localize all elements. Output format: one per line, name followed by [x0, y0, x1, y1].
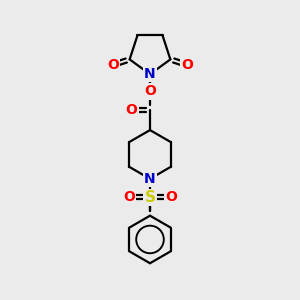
Text: S: S — [145, 190, 155, 205]
Text: O: O — [107, 58, 119, 72]
Text: N: N — [144, 172, 156, 186]
Text: O: O — [181, 58, 193, 72]
Text: O: O — [144, 84, 156, 98]
Text: N: N — [144, 67, 156, 81]
Text: O: O — [126, 103, 137, 117]
Text: O: O — [165, 190, 177, 204]
Text: O: O — [123, 190, 135, 204]
